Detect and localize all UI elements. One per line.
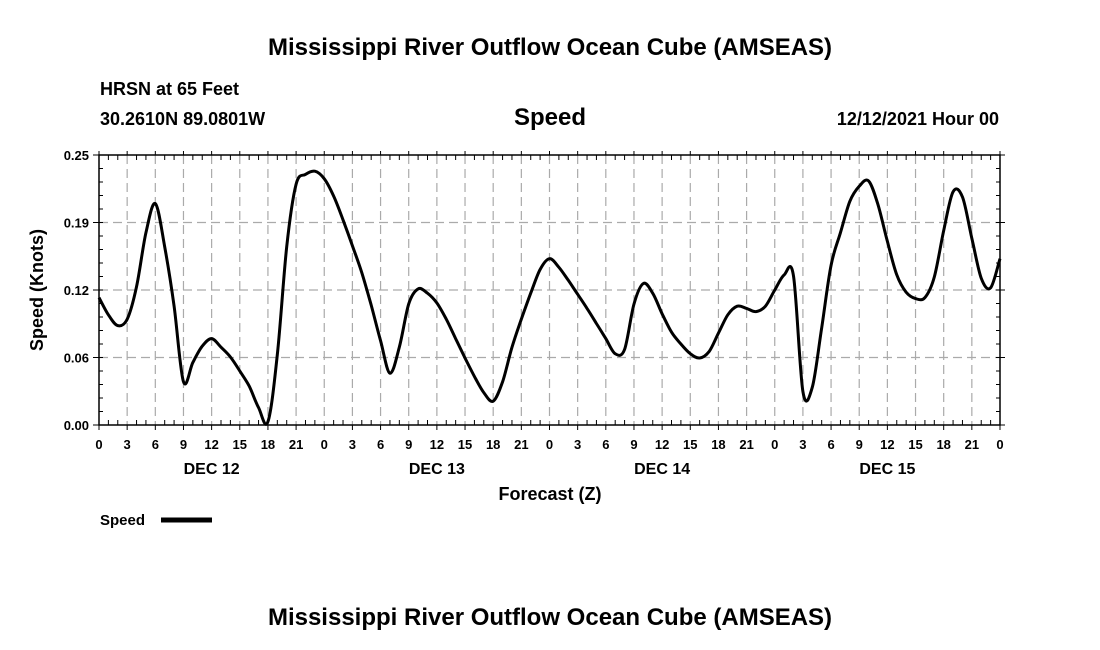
x-tick-label: 18	[486, 437, 500, 452]
legend-label: Speed	[100, 512, 145, 529]
x-tick-label: 3	[124, 437, 131, 452]
x-tick-label: 0	[546, 437, 553, 452]
x-tick-label: 18	[936, 437, 950, 452]
location-label: 30.2610N 89.0801W	[100, 109, 265, 129]
x-tick-label: 15	[683, 437, 697, 452]
x-tick-label: 6	[602, 437, 609, 452]
x-axis-ticks: 0 3 6 9 12 15 18 21 0 3 6 9 12 15 18 21 0 3 6 9 12 15 18 21 0 3 6 9…	[95, 151, 1004, 452]
x-axis-label: Forecast (Z)	[498, 484, 601, 504]
station-label: HRSN at 65 Feet	[100, 79, 239, 99]
footer-title: Mississippi River Outflow Ocean Cube (AM…	[268, 604, 832, 631]
x-tick-label: 6	[152, 437, 159, 452]
y-tick-label: 0.25	[64, 148, 89, 163]
x-tick-label: 12	[204, 437, 218, 452]
x-tick-label: 15	[908, 437, 922, 452]
x-tick-label: 3	[574, 437, 581, 452]
chart-title: Mississippi River Outflow Ocean Cube (AM…	[268, 34, 832, 61]
y-tick-label: 0.06	[64, 351, 89, 366]
y-tick-label: 0.12	[64, 283, 89, 298]
chart-subtitle: Speed	[514, 104, 586, 131]
day-label: DEC 13	[409, 461, 465, 478]
x-tick-label: 0	[996, 437, 1003, 452]
x-tick-label: 3	[799, 437, 806, 452]
y-axis-ticks: 0.00 0.06 0.12 0.19 0.25	[64, 148, 1005, 433]
x-tick-label: 21	[739, 437, 753, 452]
datetime-label: 12/12/2021 Hour 00	[837, 109, 999, 129]
x-tick-label: 18	[261, 437, 275, 452]
x-tick-label: 0	[771, 437, 778, 452]
day-label: DEC 12	[184, 461, 240, 478]
x-tick-label: 6	[377, 437, 384, 452]
y-tick-label: 0.19	[64, 216, 89, 231]
series-line-speed	[97, 169, 1002, 426]
x-tick-label: 21	[514, 437, 528, 452]
x-tick-label: 15	[233, 437, 247, 452]
x-tick-label: 0	[321, 437, 328, 452]
x-tick-label: 15	[458, 437, 472, 452]
x-tick-label: 0	[95, 437, 102, 452]
x-tick-label: 21	[289, 437, 303, 452]
y-tick-label: 0.00	[64, 418, 89, 433]
grid-lines	[99, 155, 1000, 425]
x-tick-label: 3	[349, 437, 356, 452]
x-tick-label: 9	[630, 437, 637, 452]
x-tick-label: 9	[180, 437, 187, 452]
x-tick-label: 9	[405, 437, 412, 452]
x-tick-label: 12	[880, 437, 894, 452]
x-tick-label: 9	[856, 437, 863, 452]
x-tick-label: 18	[711, 437, 725, 452]
x-tick-label: 6	[827, 437, 834, 452]
x-tick-label: 21	[965, 437, 979, 452]
x-tick-label: 12	[430, 437, 444, 452]
day-labels: DEC 12 DEC 13 DEC 14 DEC 15	[184, 461, 916, 478]
y-axis-label: Speed (Knots)	[27, 229, 47, 351]
x-tick-label: 12	[655, 437, 669, 452]
day-label: DEC 14	[634, 461, 690, 478]
day-label: DEC 15	[859, 461, 915, 478]
